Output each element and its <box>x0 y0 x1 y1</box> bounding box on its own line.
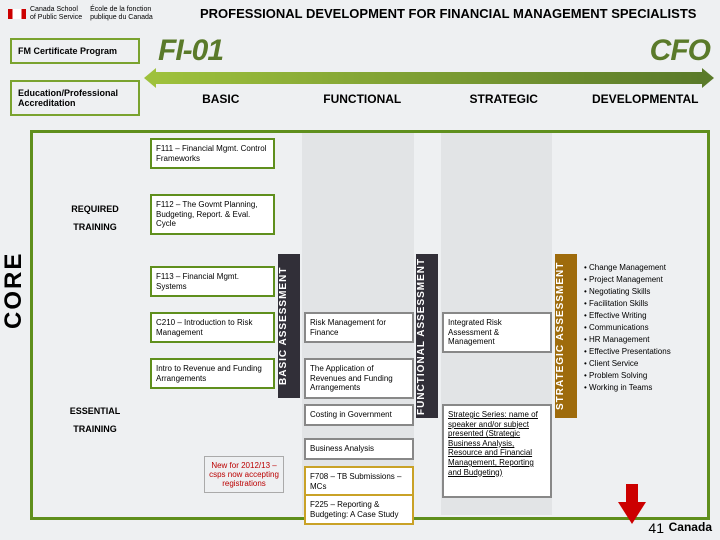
col-functional: FUNCTIONAL <box>292 86 434 112</box>
canada-wordmark: Canada <box>669 520 712 534</box>
dev-list-item: HR Management <box>584 334 671 346</box>
dev-list: Change ManagementProject ManagementNegot… <box>584 262 671 394</box>
col-strategic: STRATEGIC <box>433 86 575 112</box>
cell-risk: Risk Management for Finance <box>304 312 414 343</box>
training-label: TRAINING <box>50 222 140 232</box>
dev-list-item: Client Service <box>584 358 671 370</box>
cell-integ: Integrated Risk Assessment & Management <box>442 312 552 353</box>
page-title: PROFESSIONAL DEVELOPMENT FOR FINANCIAL M… <box>200 6 712 21</box>
logo-text-en: Canada Schoolof Public Service <box>30 6 82 21</box>
dev-list-item: Facilitation Skills <box>584 298 671 310</box>
col-basic: BASIC <box>150 86 292 112</box>
cell-f111: F111 – Financial Mgmt. Control Framework… <box>150 138 275 169</box>
required-label: REQUIRED <box>50 204 140 214</box>
dev-list-item: Working in Teams <box>584 382 671 394</box>
cell-intro: Intro to Revenue and Funding Arrangement… <box>150 358 275 389</box>
logo-text-fr: École de la fonctionpublique du Canada <box>90 6 153 21</box>
col-developmental: DEVELOPMENTAL <box>575 86 717 112</box>
cell-cost: Costing in Government <box>304 404 414 426</box>
red-arrow-down <box>618 502 646 524</box>
dev-list-item: Effective Presentations <box>584 346 671 358</box>
cell-bus: Business Analysis <box>304 438 414 460</box>
edu-accred-box: Education/Professional Accreditation <box>10 80 140 116</box>
dev-list-item: Effective Writing <box>584 310 671 322</box>
cell-f225: F225 – Reporting & Budgeting: A Case Stu… <box>304 494 414 525</box>
cell-strat-series: Strategic Series: name of speaker and/or… <box>442 404 552 498</box>
page-number: 41 <box>648 520 664 536</box>
dev-list-item: Change Management <box>584 262 671 274</box>
cell-f113: F113 – Financial Mgmt. Systems <box>150 266 275 297</box>
cell-app: The Application of Revenues and Funding … <box>304 358 414 399</box>
essential-label: ESSENTIAL <box>50 406 140 416</box>
cell-c210: C210 – Introduction to Risk Management <box>150 312 275 343</box>
gov-logo: Canada Schoolof Public Service École de … <box>8 6 153 21</box>
progression-arrow <box>156 72 702 84</box>
essential-training-label: TRAINING <box>50 424 140 434</box>
core-label: CORE <box>0 200 36 380</box>
dev-list-item: Project Management <box>584 274 671 286</box>
column-headers: BASIC FUNCTIONAL STRATEGIC DEVELOPMENTAL <box>150 86 716 112</box>
fm-cert-box: FM Certificate Program <box>10 38 140 64</box>
band-functional: FUNCTIONAL ASSESSMENT <box>416 254 438 418</box>
band-basic: BASIC ASSESSMENT <box>278 254 300 398</box>
fi01-label: FI-01 <box>158 34 223 68</box>
band-strategic: STRATEGIC ASSESSMENT <box>555 254 577 418</box>
cfo-label: CFO <box>650 34 710 68</box>
dev-list-item: Problem Solving <box>584 370 671 382</box>
cell-f112: F112 – The Govmt Planning, Budgeting, Re… <box>150 194 275 235</box>
cell-f708: F708 – TB Submissions – MCs <box>304 466 414 497</box>
dev-list-item: Negotiating Skills <box>584 286 671 298</box>
dev-list-item: Communications <box>584 322 671 334</box>
new-for-note: New for 2012/13 – csps now accepting reg… <box>204 456 284 493</box>
canada-flag-icon <box>8 9 26 19</box>
